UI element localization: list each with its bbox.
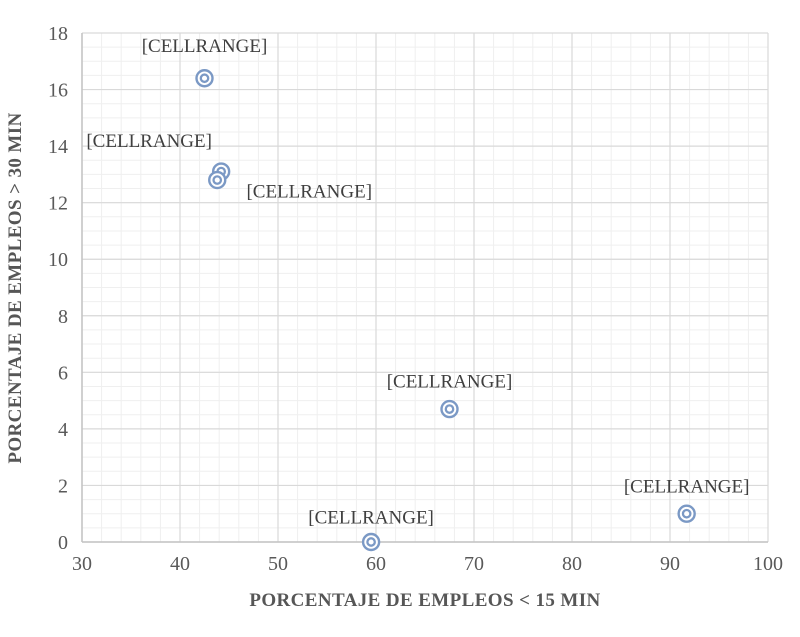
x-tick-label: 60 xyxy=(366,553,386,575)
data-point-inner-ring xyxy=(212,175,223,185)
data-point-inner-ring xyxy=(199,73,210,84)
data-point-label: [CELLRANGE] xyxy=(142,36,268,57)
x-axis-title: PORCENTAJE DE EMPLEOS < 15 MIN xyxy=(249,590,601,611)
x-tick-label: 30 xyxy=(72,553,92,575)
y-tick-label: 14 xyxy=(48,136,68,158)
data-point-inner-ring xyxy=(366,537,376,547)
y-tick-label: 8 xyxy=(58,306,68,328)
y-tick-label: 2 xyxy=(58,475,68,497)
data-point-outer-ring xyxy=(440,399,459,419)
y-axis-title: PORCENTAJE DE EMPLEOS > 30 MIN xyxy=(5,112,26,464)
data-point-inner-ring xyxy=(681,508,692,519)
x-tick-label: 40 xyxy=(170,553,190,575)
x-tick-label: 80 xyxy=(562,553,582,575)
x-tick-label: 90 xyxy=(660,553,680,575)
data-point-label: [CELLRANGE] xyxy=(246,182,372,203)
x-tick-label: 50 xyxy=(268,553,288,575)
y-tick-label: 12 xyxy=(48,193,68,215)
y-tick-label: 16 xyxy=(48,80,68,102)
data-point-label: [CELLRANGE] xyxy=(387,372,513,393)
data-point-outer-ring xyxy=(677,504,696,523)
y-tick-label: 0 xyxy=(58,532,68,554)
data-point-outer-ring xyxy=(208,170,227,190)
y-tick-label: 10 xyxy=(48,249,68,271)
data-point-inner-ring xyxy=(444,404,455,414)
data-point-outer-ring xyxy=(195,69,214,88)
y-tick-label: 18 xyxy=(48,23,68,45)
x-tick-label: 100 xyxy=(753,553,783,575)
data-point-label: [CELLRANGE] xyxy=(86,131,212,152)
data-point-outer-ring xyxy=(361,532,381,552)
y-tick-label: 6 xyxy=(58,362,68,384)
y-tick-label: 4 xyxy=(58,419,68,441)
x-tick-label: 70 xyxy=(464,553,484,575)
data-point-label: [CELLRANGE] xyxy=(624,476,750,497)
data-point-label: [CELLRANGE] xyxy=(308,508,434,529)
